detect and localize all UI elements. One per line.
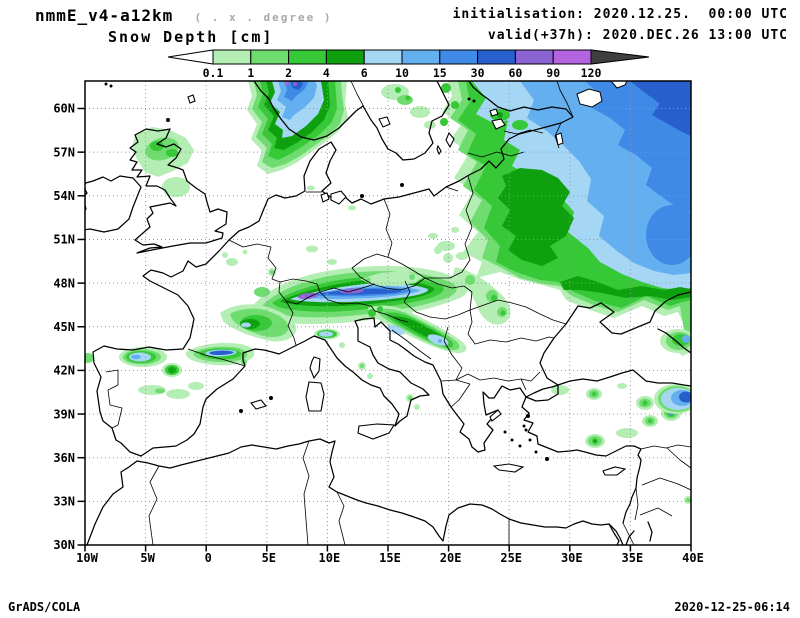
colorbar-segment [325,49,365,65]
lat-tick-label: 33N [53,495,75,509]
creation-timestamp: 2020-12-25-06:14 [674,600,790,614]
longitude-axis: 10W 5W 0 5E 10E 15E 20E 25E 30E 35E 40E [76,545,704,565]
colorbar-level-label: 120 [581,66,602,80]
country-borders [105,81,691,545]
colorbar-segment [552,49,592,65]
lon-tick-label: 5E [262,551,276,565]
model-name: nmmE_v4-a12km [35,6,174,25]
lon-tick-label: 40E [682,551,704,565]
lat-tick-label: 42N [53,364,75,378]
colorbar-segment [288,49,327,65]
colorbar-level-label: 1 [247,66,254,80]
lon-tick-label: 35E [622,551,644,565]
colorbar-level-label: 4 [323,66,330,80]
variable-title: Snow Depth [cm] [108,28,274,46]
coastlines [85,81,691,545]
lat-tick-label: 45N [53,320,75,334]
colorbar-level-label: 2 [285,66,292,80]
valid-time-label: valid(+37h): 2020.DEC.26 13:00 UTC [487,28,788,43]
model-title: nmmE_v4-a12km ( . x . degree ) [35,6,332,25]
grads-credit: GrADS/COLA [8,600,81,614]
lat-tick-label: 36N [53,451,75,465]
colorbar-segment [477,49,516,65]
lon-tick-label: 10W [76,551,98,565]
lat-tick-label: 30N [53,538,75,552]
lon-tick-label: 30E [561,551,583,565]
initialisation-label: initialisation: 2020.12.25. 00:00 UTC [452,7,788,22]
resolution-note: ( . x . degree ) [194,11,333,24]
snow-fill-layer [85,81,691,504]
lat-tick-label: 54N [53,189,75,203]
lon-tick-label: 0 [205,551,212,565]
colorbar-level-label: 90 [546,66,560,80]
latitude-axis: 60N 57N 54N 51N 48N 45N 42N 39N 36N 33N 30N [53,102,85,552]
lat-tick-label: 57N [53,145,75,159]
colorbar-segment [363,49,403,65]
lat-tick-label: 48N [53,276,75,290]
colorbar-under-arrow [167,49,214,65]
colorbar-level-label: 15 [433,66,447,80]
colorbar-level-label: 60 [508,66,522,80]
colorbar-level-label: 0.1 [203,66,224,80]
colorbar-segment [439,49,479,65]
lon-tick-label: 10E [319,551,341,565]
colorbar-segment [514,49,554,65]
colorbar-level-label: 30 [471,66,485,80]
colorbar-segment [250,49,290,65]
colorbar-segment [401,49,441,65]
graticule-grid [85,81,691,545]
colorbar-level-label: 10 [395,66,409,80]
colorbar-level-label: 6 [361,66,368,80]
lat-tick-label: 60N [53,102,75,116]
lat-tick-label: 39N [53,407,75,421]
lat-tick-label: 51N [53,233,75,247]
colorbar: 0.1 1 2 4 6 10 15 30 60 90 120 [167,49,650,80]
lon-tick-label: 25E [500,551,522,565]
lon-tick-label: 5W [140,551,155,565]
lon-tick-label: 20E [440,551,462,565]
lon-tick-label: 15E [379,551,401,565]
colorbar-segment [212,49,252,65]
colorbar-over-arrow [590,49,650,65]
